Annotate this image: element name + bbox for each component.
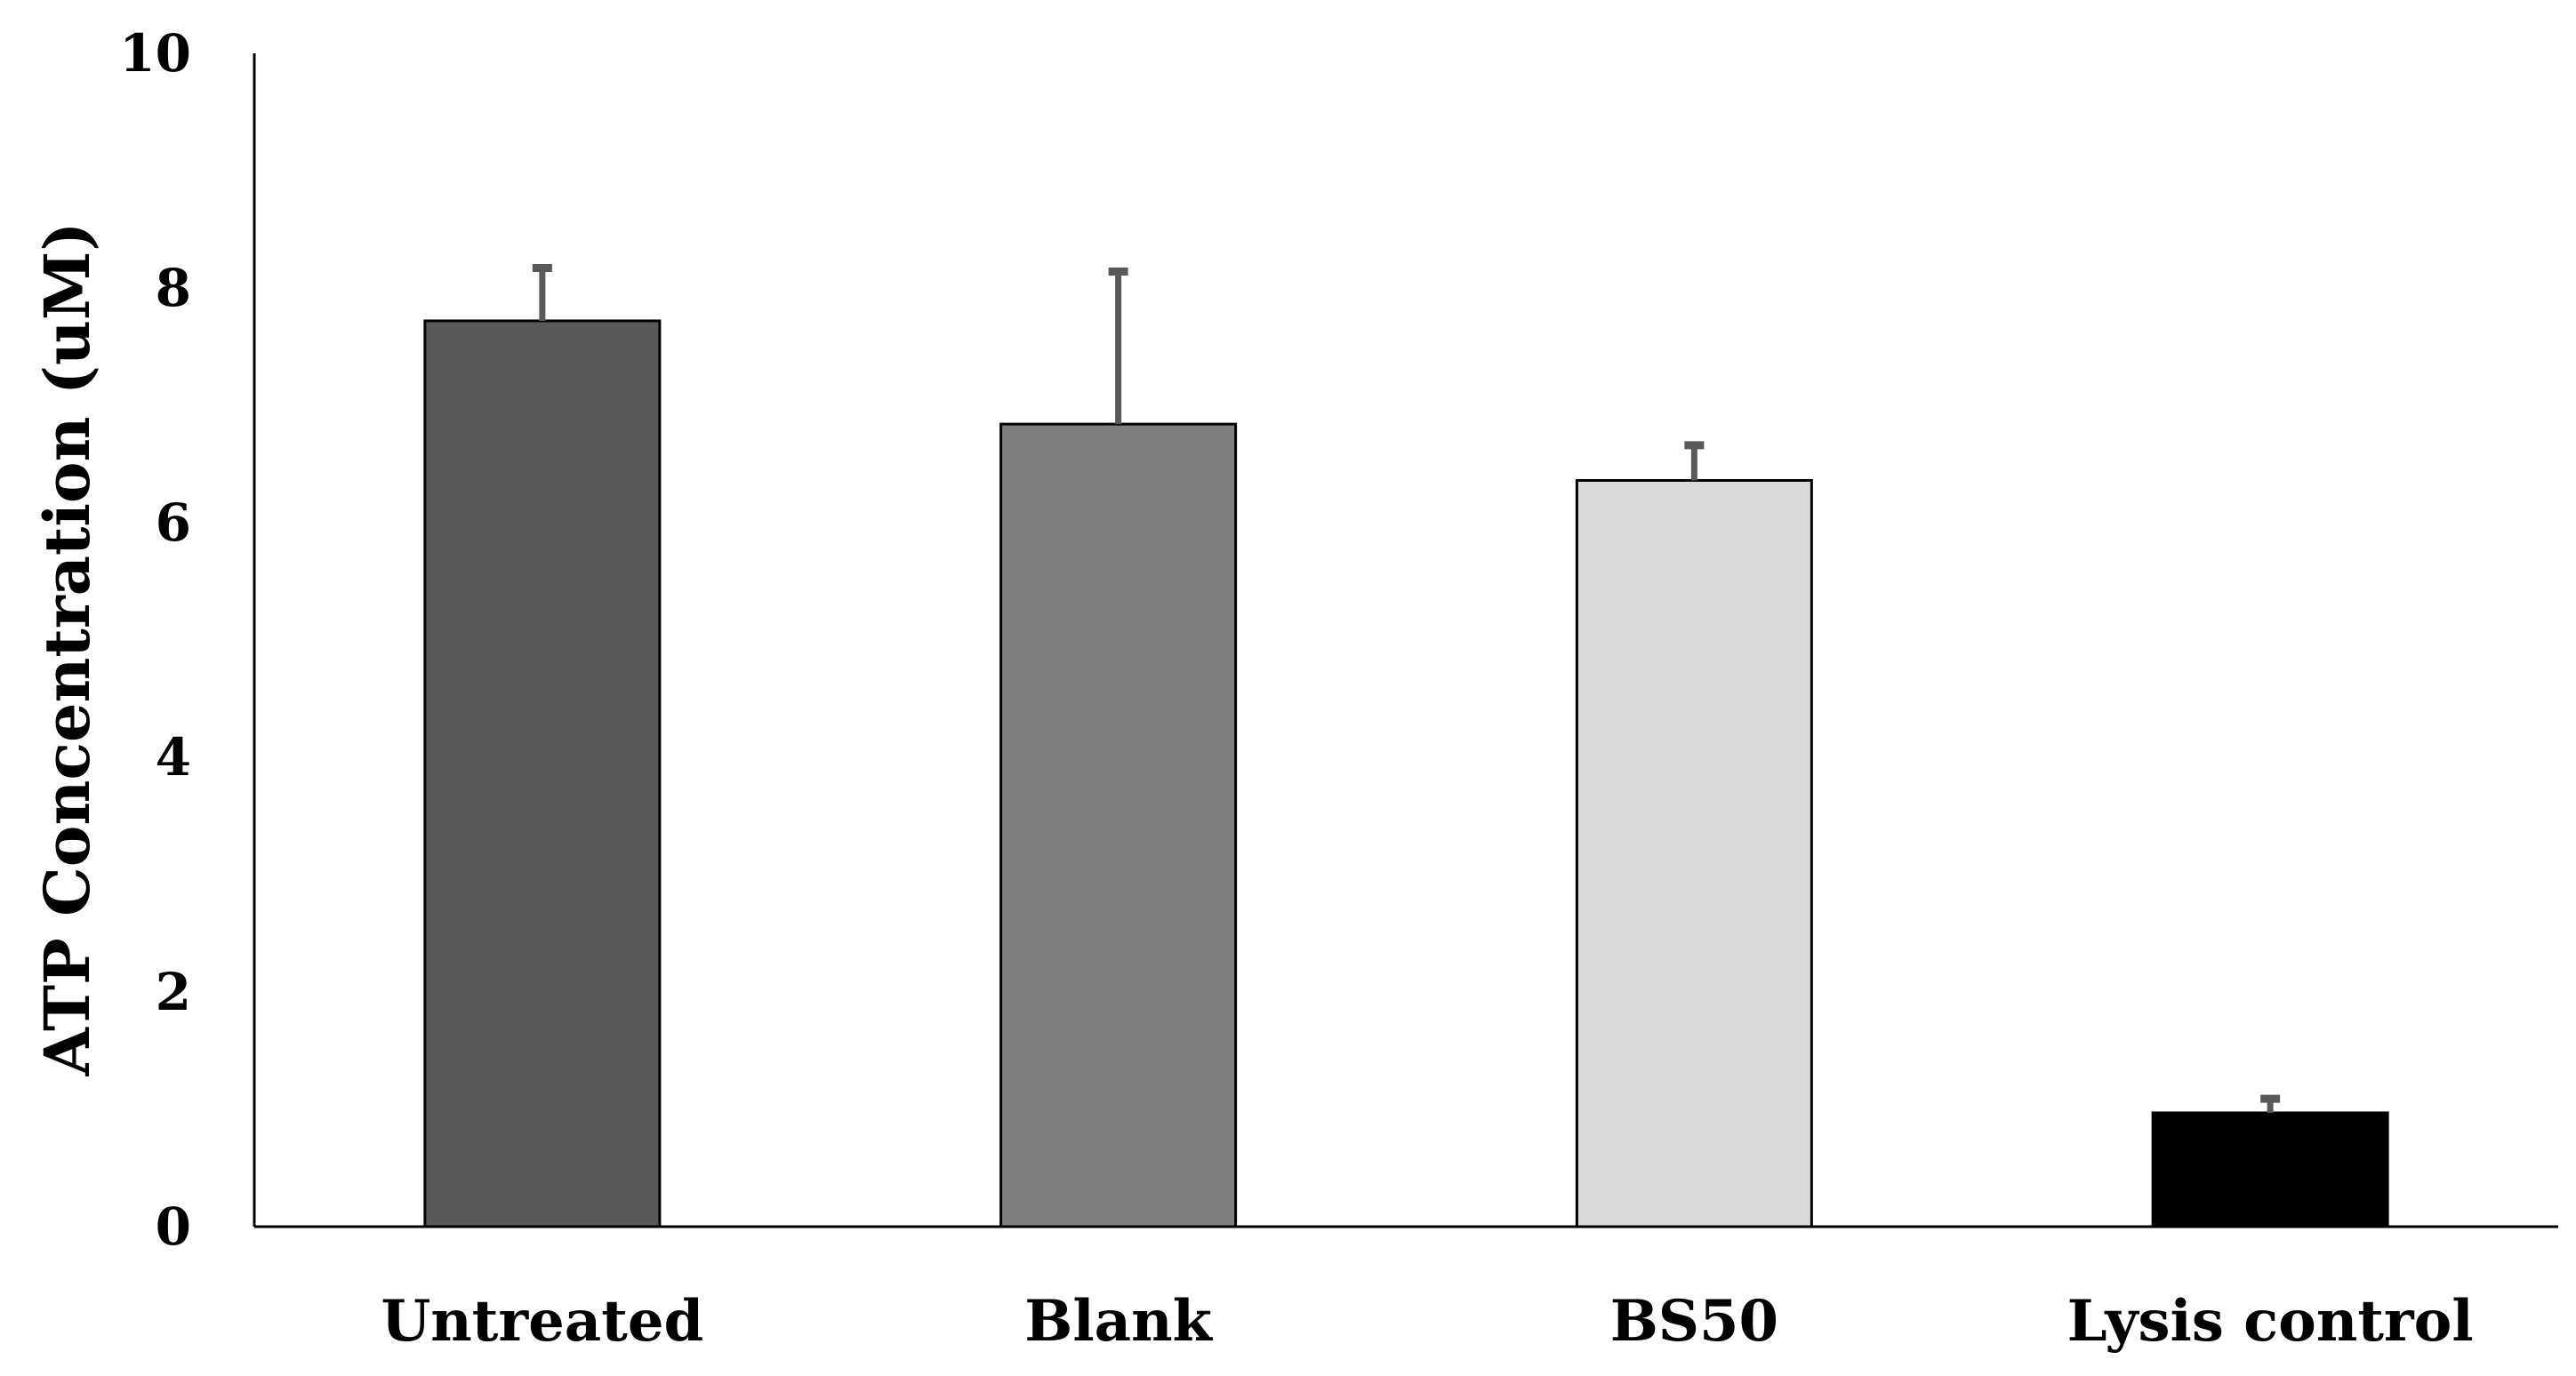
bars bbox=[423, 319, 2389, 1228]
bar-lysis-control bbox=[2151, 1111, 2389, 1228]
x-category-label: Blank bbox=[1024, 1288, 1213, 1355]
x-category-labels: Untreated Blank BS50 Lysis control bbox=[381, 1288, 2473, 1355]
x-category-label: Lysis control bbox=[2067, 1288, 2474, 1355]
y-tick-label: 8 bbox=[156, 258, 191, 318]
y-tick-label: 4 bbox=[156, 727, 191, 788]
bar-untreated bbox=[423, 319, 662, 1228]
error-bars bbox=[532, 264, 2281, 1113]
x-category-label: BS50 bbox=[1610, 1288, 1778, 1355]
y-tick-label: 0 bbox=[156, 1196, 191, 1257]
x-category-label: Untreated bbox=[381, 1288, 703, 1355]
bar-bs50 bbox=[1575, 478, 1813, 1228]
y-axis-title: ATP Concentration (uM) bbox=[30, 222, 104, 1077]
bar-blank bbox=[999, 422, 1238, 1228]
axes bbox=[253, 53, 2558, 1228]
y-tick-label: 10 bbox=[119, 23, 191, 84]
y-tick-label: 2 bbox=[156, 962, 191, 1022]
y-tick-labels: 0 2 4 6 8 10 bbox=[119, 23, 191, 1257]
y-tick-label: 6 bbox=[156, 492, 191, 553]
y-axis-title-group: ATP Concentration (uM) bbox=[30, 222, 104, 1077]
